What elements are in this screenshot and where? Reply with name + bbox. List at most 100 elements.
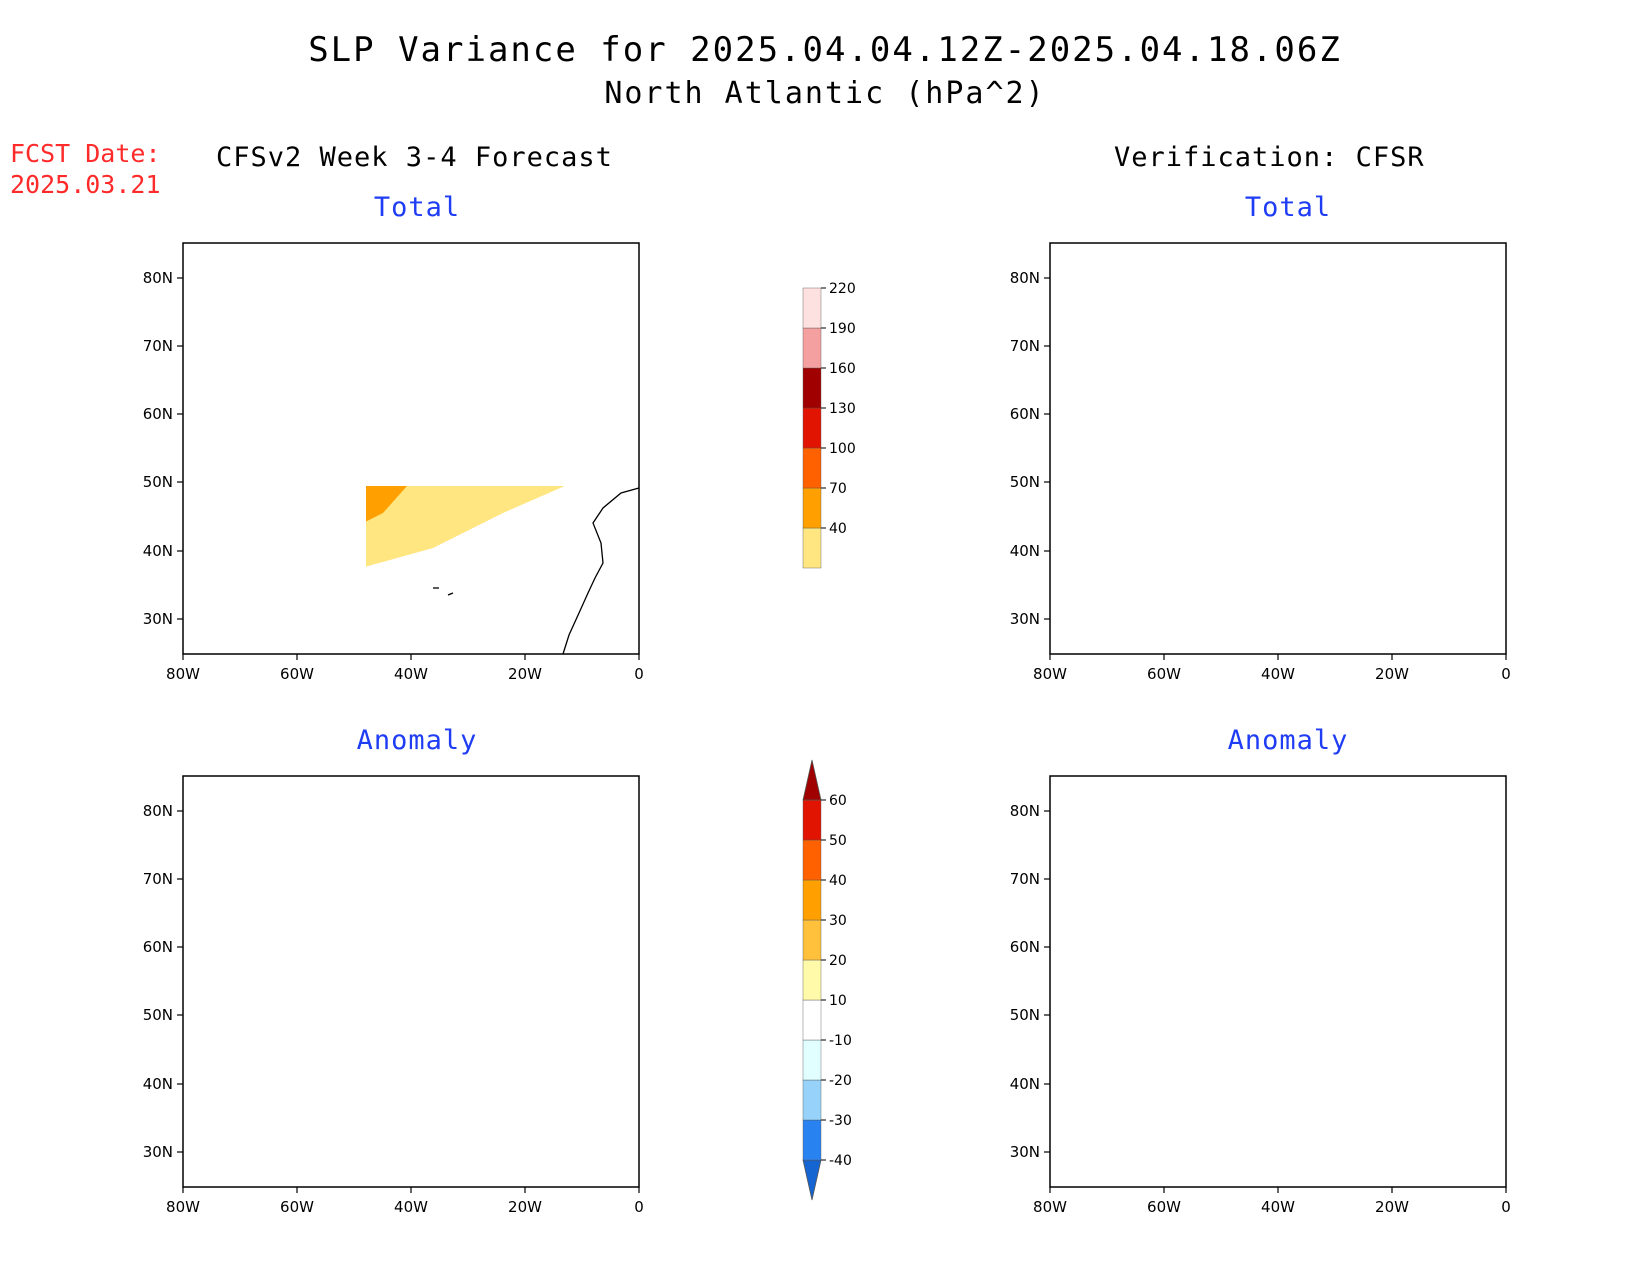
contour-fill-pos50-b [1270, 1021, 1325, 1081]
colorbar-label: 160 [829, 361, 856, 377]
colorbar-label: 220 [829, 281, 856, 297]
colorbar-swatch [802, 999, 822, 1041]
colorbar-swatch [802, 799, 822, 841]
contour-fill-neg20-b [1050, 876, 1490, 1021]
contour-fill-pos20-a [1170, 814, 1330, 856]
contour-fill-pos60-a [1280, 1026, 1320, 1074]
colorbar-label: -30 [829, 1113, 852, 1129]
lat-tick-label: 30N [1010, 610, 1040, 628]
colorbar-swatch [802, 1039, 822, 1081]
contour-fill-pos50-a [1220, 826, 1295, 842]
lon-tick-label: 80W [166, 665, 200, 683]
contour-fill-70-a [1050, 258, 1390, 353]
map-panel-fcst-anomaly [182, 775, 640, 1188]
colorbar-label: 30 [829, 913, 847, 929]
contour-fill-neg10-c [413, 871, 443, 886]
contour-fill-100-d [298, 509, 321, 521]
colorbar-anomaly: -40 -30 -20 -10 10 20 30 40 50 60 [802, 759, 852, 1201]
lon-tick-label: 80W [1033, 665, 1067, 683]
figure-subtitle: North Atlantic (hPa^2) [604, 76, 1046, 111]
contour-fill-neg20-c [223, 1041, 238, 1051]
contour-fill-pos10 [398, 842, 443, 854]
lon-tick-label: 40W [1261, 665, 1295, 683]
contour-fill-neg40-b [1050, 906, 1090, 986]
contour-fill-pos20-b [1100, 1021, 1205, 1076]
forecast-column-heading: CFSv2 Week 3-4 Forecast [216, 142, 613, 173]
colorbar-label: 100 [829, 441, 856, 457]
lat-tick-label: 40N [1010, 542, 1040, 560]
panel-title-fcst-anomaly: Anomaly [356, 725, 478, 756]
contour-fill-pos20-c [1235, 996, 1355, 1116]
panel-title-fcst-total: Total [373, 192, 461, 223]
lat-tick-label: 50N [143, 1006, 173, 1024]
contour-fill-130-b [1105, 468, 1210, 523]
lat-tick-label: 40N [1010, 1075, 1040, 1093]
colorbar-swatch [802, 919, 822, 961]
contour-fill-160-b [1165, 488, 1185, 511]
contour-fill-70-c [521, 368, 618, 448]
panel-title-cfsr-anomaly: Anomaly [1227, 725, 1349, 756]
lon-tick-label: 60W [1147, 665, 1181, 683]
colorbar-label: 60 [829, 793, 847, 809]
colorbar-label: 40 [829, 873, 847, 889]
lat-tick-label: 80N [1010, 802, 1040, 820]
colorbar-label: 50 [829, 833, 847, 849]
contour-fill-pos30-c [1250, 1006, 1345, 1101]
lon-tick-label: 0 [634, 665, 644, 683]
contour-fill-70-a [366, 486, 407, 522]
contour-fill-40 [1050, 243, 1506, 603]
verification-column-heading: Verification: CFSR [1114, 142, 1425, 173]
lat-tick-label: 80N [143, 802, 173, 820]
lat-tick-label: 40N [143, 1075, 173, 1093]
lat-tick-label: 70N [1010, 870, 1040, 888]
contour-fill-40-b [1050, 318, 1170, 403]
contour-fill-130-a [1200, 278, 1320, 325]
lon-tick-label: 20W [1375, 665, 1409, 683]
lat-tick-label: 60N [143, 405, 173, 423]
contour-fill-pos30-b [1120, 1028, 1190, 1066]
panel-title-cfsr-total: Total [1244, 192, 1332, 223]
lat-tick-label: 60N [1010, 405, 1040, 423]
contour-fill-pos60-c [1158, 1044, 1170, 1054]
contour-fill-pos40-b [1258, 1016, 1335, 1091]
colorbar-swatch [802, 367, 822, 409]
contour-fill-neg40 [1290, 921, 1355, 971]
colorbar-swatch [802, 1159, 822, 1201]
lat-tick-label: 70N [143, 337, 173, 355]
lon-tick-label: 40W [1261, 1198, 1295, 1216]
contour-fill-40-b [183, 293, 303, 383]
lat-tick-label: 60N [1010, 938, 1040, 956]
lat-tick-label: 40N [143, 542, 173, 560]
lat-tick-label: 60N [143, 938, 173, 956]
colorbar-swatch [802, 287, 822, 329]
contour-fill-pos10-d [1470, 871, 1506, 901]
lat-tick-label: 30N [1010, 1143, 1040, 1161]
lat-tick-label: 80N [143, 269, 173, 287]
colorbar-label: 20 [829, 953, 847, 969]
contour-fill-neg20-a [428, 991, 503, 1051]
colorbar-label: 40 [829, 521, 847, 537]
contour-fill-70-b [358, 281, 473, 361]
contour-fill-neg10-a [1050, 776, 1506, 861]
contour-fill-160-a [1235, 288, 1295, 315]
fcst-date-label: FCST Date: [10, 139, 161, 168]
fcst-date-value: 2025.03.21 [10, 170, 161, 199]
lon-tick-label: 80W [166, 1198, 200, 1216]
contour-fill-100-c [393, 413, 423, 435]
colorbar-label: 190 [829, 321, 856, 337]
contour-fill-70-e [228, 448, 263, 468]
contour-fill-neg30-b [1155, 926, 1240, 991]
lat-tick-label: 30N [143, 1143, 173, 1161]
lat-tick-label: 70N [143, 870, 173, 888]
contour-fill-neg20-b [273, 984, 313, 992]
colorbar-label: -40 [829, 1153, 852, 1169]
contour-fill-40 [366, 486, 565, 567]
colorbar-swatch [802, 839, 822, 881]
contour-fill-100-a [366, 486, 367, 487]
lat-tick-label: 70N [1010, 337, 1040, 355]
colorbar-swatch [802, 879, 822, 921]
lon-tick-label: 20W [508, 665, 542, 683]
map-panel-cfsr-total [1049, 242, 1507, 655]
lat-tick-label: 80N [1010, 269, 1040, 287]
contour-fill-70-b [1370, 323, 1506, 393]
